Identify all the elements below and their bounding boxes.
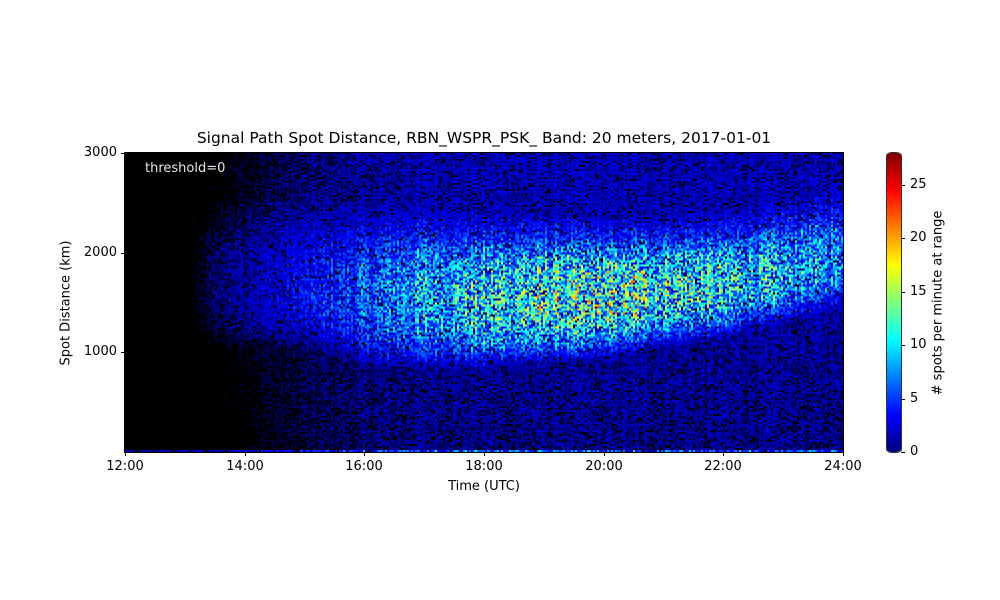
colorbar <box>886 152 902 453</box>
x-tick-label: 22:00 <box>704 459 742 474</box>
colorbar-tick-label: 15 <box>910 284 927 299</box>
y-tick-label: 2000 <box>83 245 117 260</box>
x-tick-label: 16:00 <box>345 459 383 474</box>
colorbar-tick-label: 10 <box>910 337 927 352</box>
colorbar-tick-mark <box>901 238 905 239</box>
x-tick-mark <box>125 452 126 456</box>
threshold-annotation: threshold=0 <box>145 161 226 176</box>
x-tick-label: 20:00 <box>585 459 623 474</box>
colorbar-label: # spots per minute at range <box>930 210 946 396</box>
colorbar-tick-label: 0 <box>910 444 919 459</box>
x-tick-mark <box>723 452 724 456</box>
x-axis-label: Time (UTC) <box>448 479 520 494</box>
x-tick-label: 14:00 <box>226 459 264 474</box>
colorbar-tick-mark <box>901 185 905 186</box>
x-tick-mark <box>364 452 365 456</box>
y-tick-mark <box>121 153 125 154</box>
x-tick-label: 12:00 <box>106 459 144 474</box>
colorbar-tick-mark <box>901 452 905 453</box>
x-tick-mark <box>843 452 844 456</box>
heatmap-image <box>125 153 843 452</box>
y-tick-mark <box>121 253 125 254</box>
heatmap-plot-area <box>124 152 844 453</box>
x-tick-mark <box>245 452 246 456</box>
colorbar-tick-label: 20 <box>910 230 927 245</box>
colorbar-tick-mark <box>901 345 905 346</box>
y-tick-label: 3000 <box>83 145 117 160</box>
chart-title: Signal Path Spot Distance, RBN_WSPR_PSK_… <box>196 129 772 147</box>
y-tick-label: 1000 <box>83 344 117 359</box>
y-axis-label: Spot Distance (km) <box>58 240 74 366</box>
x-tick-label: 18:00 <box>465 459 503 474</box>
colorbar-tick-mark <box>901 292 905 293</box>
colorbar-tick-label: 25 <box>910 177 927 192</box>
y-tick-mark <box>121 352 125 353</box>
colorbar-tick-mark <box>901 399 905 400</box>
x-tick-label: 24:00 <box>824 459 862 474</box>
x-tick-mark <box>604 452 605 456</box>
x-tick-mark <box>484 452 485 456</box>
colorbar-tick-label: 5 <box>910 391 919 406</box>
